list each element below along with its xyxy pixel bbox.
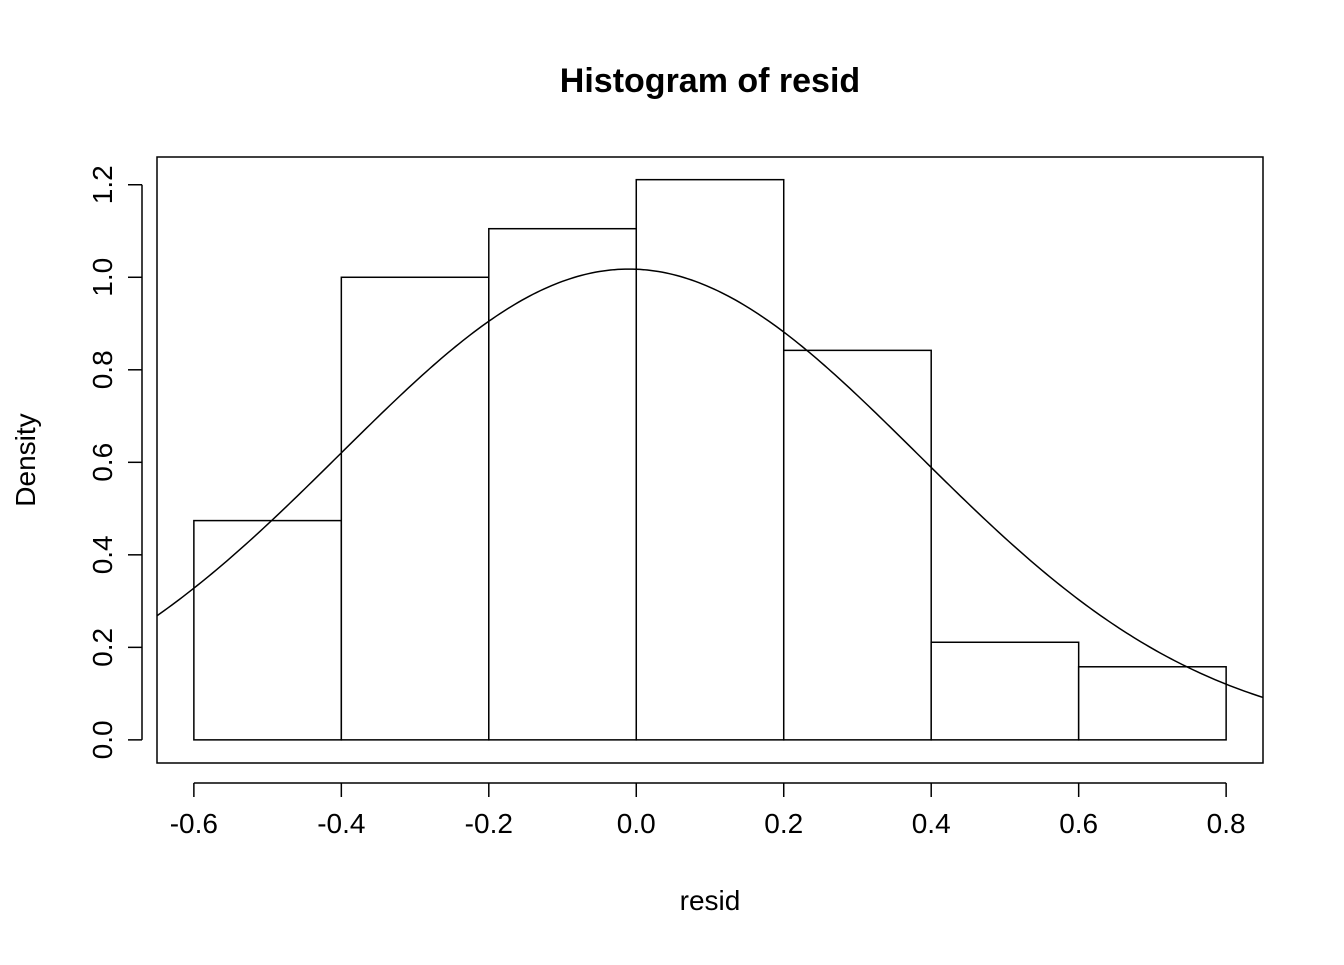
y-tick-label: 0.0 xyxy=(87,720,118,759)
y-tick-label: 1.2 xyxy=(87,165,118,204)
y-tick-label: 1.0 xyxy=(87,258,118,297)
x-tick-label: 0.4 xyxy=(912,808,951,839)
histogram-bar-7 xyxy=(1077,666,1227,741)
histogram-bar-6 xyxy=(930,641,1080,741)
histogram-bar-3 xyxy=(488,227,638,741)
histogram-bar-2 xyxy=(340,276,490,741)
histogram-bar-5 xyxy=(782,349,932,741)
x-tick-label: 0.0 xyxy=(617,808,656,839)
y-tick-label: 0.6 xyxy=(87,443,118,482)
chart-title: Histogram of resid xyxy=(560,62,860,100)
x-tick-label: 0.2 xyxy=(764,808,803,839)
x-axis-label: resid xyxy=(680,885,741,916)
x-tick-label: -0.6 xyxy=(170,808,218,839)
x-tick-label: 0.6 xyxy=(1059,808,1098,839)
curve-layer xyxy=(156,268,1264,699)
histogram-bar-1 xyxy=(193,519,343,741)
x-axis: -0.6 -0.4 -0.2 0.0 0.2 0.4 0.6 0.8 xyxy=(170,782,1246,839)
plot-border xyxy=(156,156,1264,764)
y-tick-label: 0.8 xyxy=(87,350,118,389)
x-tick-label: -0.4 xyxy=(317,808,365,839)
y-axis-label: Density xyxy=(10,413,41,506)
y-tick-label: 0.4 xyxy=(87,535,118,574)
histogram-bar-4 xyxy=(635,178,785,741)
x-tick-label: 0.8 xyxy=(1207,808,1246,839)
x-tick-label: -0.2 xyxy=(465,808,513,839)
y-tick-label: 0.2 xyxy=(87,628,118,667)
bars-layer xyxy=(193,178,1227,741)
normal-density-curve xyxy=(156,268,1264,699)
y-axis: 0.0 0.2 0.4 0.6 0.8 1.0 1.2 xyxy=(87,165,143,759)
